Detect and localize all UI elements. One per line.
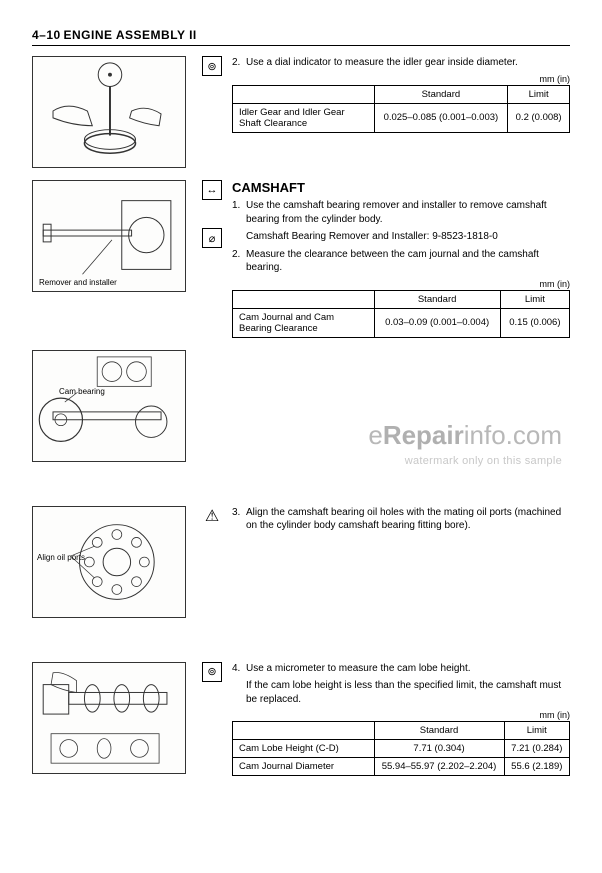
step-text: Use the camshaft bearing remover and ins… <box>246 199 570 226</box>
table-cell: Cam Journal and Cam Bearing Clearance <box>233 308 375 337</box>
table-cam-lobe: Standard Limit Cam Lobe Height (C-D) 7.7… <box>232 721 570 776</box>
unit-label: mm (in) <box>232 710 570 720</box>
watermark-subtext: watermark only on this sample <box>368 455 562 467</box>
step-number: 3. <box>232 506 246 533</box>
row-camshaft-remove: Remover and installer ↔ ⌀ CAMSHAFT 1. Us… <box>32 180 570 338</box>
table-cell: 55.94–55.97 (2.202–2.204) <box>374 758 504 776</box>
figure-camshaft-remover: Remover and installer <box>32 180 186 292</box>
page-number: 4–10 <box>32 28 61 42</box>
step-number: 2. <box>232 56 246 70</box>
table-cam-clearance: Standard Limit Cam Journal and Cam Beari… <box>232 290 570 338</box>
table-cell: 0.15 (0.006) <box>500 308 569 337</box>
unit-label: mm (in) <box>232 74 570 84</box>
figure-label: Remover and installer <box>39 278 117 287</box>
wrench-icon: ⌀ <box>202 228 222 248</box>
figure-label: Align oil ports <box>37 553 85 562</box>
unit-label: mm (in) <box>232 279 570 289</box>
figure-label: Cam bearing <box>59 387 105 396</box>
table-cell: Cam Lobe Height (C-D) <box>233 740 375 758</box>
step-number: 4. <box>232 662 246 676</box>
table-header: Standard <box>374 722 504 740</box>
page-content: ⊚ 2. Use a dial indicator to measure the… <box>32 56 570 776</box>
section-title: CAMSHAFT <box>232 180 570 195</box>
tool-note: Camshaft Bearing Remover and Installer: … <box>246 230 570 244</box>
table-idler-clearance: Standard Limit Idler Gear and Idler Gear… <box>232 85 570 133</box>
figure-align-oil-ports: Align oil ports <box>32 506 186 618</box>
table-header: Limit <box>508 85 570 103</box>
caution-note: If the cam lobe height is less than the … <box>246 679 570 706</box>
row-align-oil-ports: Align oil ports ⚠ 3. Align the camshaft … <box>32 506 570 618</box>
watermark-text: Repair <box>383 420 464 450</box>
watermark-text: .com <box>506 420 562 450</box>
table-cell: 7.21 (0.284) <box>504 740 569 758</box>
table-cell: 0.03–0.09 (0.001–0.004) <box>374 308 500 337</box>
step-number: 2. <box>232 248 246 275</box>
table-header: Standard <box>374 85 508 103</box>
table-header: Standard <box>374 290 500 308</box>
table-cell: Idler Gear and Idler Gear Shaft Clearanc… <box>233 103 375 132</box>
table-cell: 55.6 (2.189) <box>504 758 569 776</box>
step-text: Use a dial indicator to measure the idle… <box>246 56 570 70</box>
row-idler-gear: ⊚ 2. Use a dial indicator to measure the… <box>32 56 570 168</box>
gauge-icon: ⊚ <box>202 56 222 76</box>
watermark-text: e <box>368 420 382 450</box>
page-header: 4–10 ENGINE ASSEMBLY II <box>32 28 570 46</box>
table-cell: 7.71 (0.304) <box>374 740 504 758</box>
table-cell: 0.2 (0.008) <box>508 103 570 132</box>
warning-icon: ⚠ <box>202 506 222 526</box>
table-header: Limit <box>504 722 569 740</box>
table-cell: Cam Journal Diameter <box>233 758 375 776</box>
figure-cam-bearing-measure: Cam bearing <box>32 350 186 462</box>
gauge-icon: ⊚ <box>202 662 222 682</box>
table-header: Limit <box>500 290 569 308</box>
step-text: Measure the clearance between the cam jo… <box>246 248 570 275</box>
doublearrow-icon: ↔ <box>202 180 222 200</box>
figure-dial-indicator <box>32 56 186 168</box>
figure-micrometer-cam <box>32 662 186 774</box>
page-title: ENGINE ASSEMBLY II <box>63 28 196 42</box>
table-cell: 0.025–0.085 (0.001–0.003) <box>374 103 508 132</box>
watermark: eRepairinfo.com watermark only on this s… <box>368 420 562 467</box>
watermark-text: info <box>464 420 506 450</box>
step-number: 1. <box>232 199 246 226</box>
row-cam-lobe: ⊚ 4. Use a micrometer to measure the cam… <box>32 662 570 777</box>
step-text: Use a micrometer to measure the cam lobe… <box>246 662 570 676</box>
step-text: Align the camshaft bearing oil holes wit… <box>246 506 570 533</box>
